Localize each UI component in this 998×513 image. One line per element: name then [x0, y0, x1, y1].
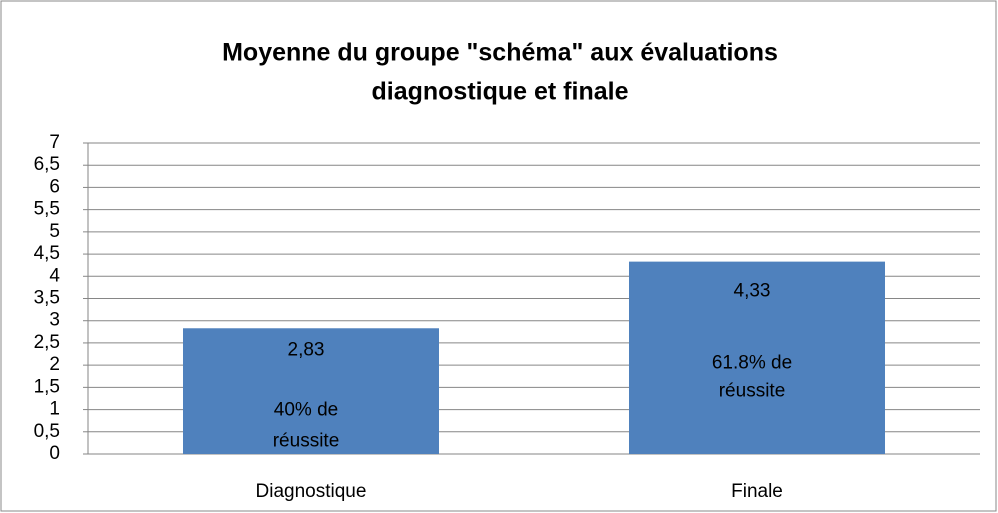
annotation: 40% de	[274, 399, 338, 420]
annotation: réussite	[719, 381, 786, 402]
bar	[628, 261, 886, 454]
x-tick-label: Finale	[731, 481, 783, 502]
y-tick-label: 7	[49, 132, 60, 153]
annotation: réussite	[273, 430, 340, 451]
bar	[182, 328, 440, 454]
data-label: 2,83	[288, 339, 325, 360]
chart-title: diagnostique et finale	[372, 78, 629, 106]
y-tick-label: 4,5	[34, 243, 60, 264]
y-tick-label: 3	[49, 310, 60, 331]
y-tick-label: 2	[49, 354, 60, 375]
y-tick-label: 6,5	[34, 154, 60, 175]
data-label: 4,33	[734, 281, 771, 302]
y-tick-label: 0	[49, 443, 60, 464]
y-tick-label: 5,5	[34, 199, 60, 220]
y-tick-label: 3,5	[34, 288, 60, 309]
y-tick-label: 4	[49, 265, 60, 286]
y-tick-label: 5	[49, 221, 60, 242]
y-tick-label: 6	[49, 176, 60, 197]
annotation: 61.8% de	[712, 353, 792, 374]
y-tick-label: 0,5	[34, 421, 60, 442]
chart-title: Moyenne du groupe "schéma" aux évaluatio…	[222, 39, 778, 67]
x-tick-label: Diagnostique	[256, 481, 367, 502]
y-tick-label: 1	[49, 399, 60, 420]
y-tick-label: 2,5	[34, 332, 60, 353]
y-tick-label: 1,5	[34, 376, 60, 397]
